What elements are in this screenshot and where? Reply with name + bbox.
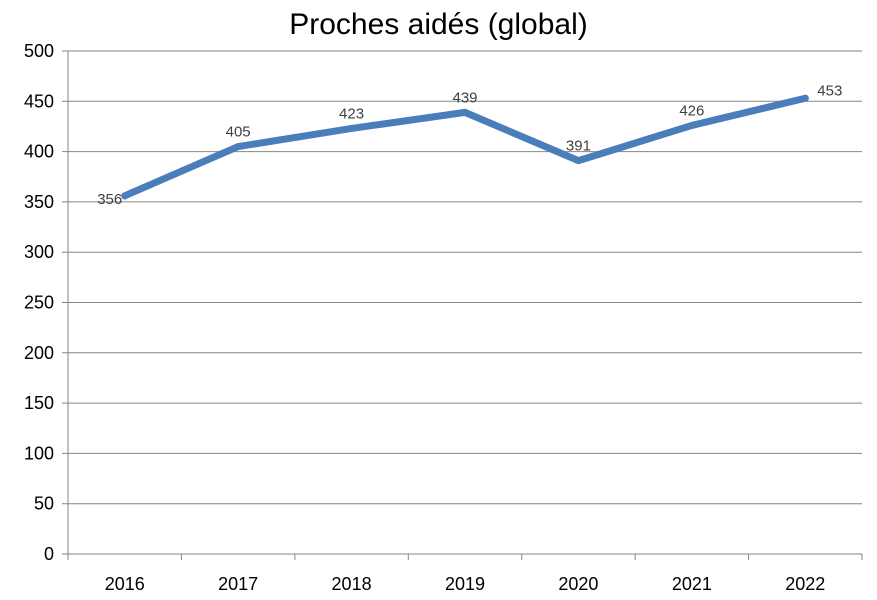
- data-point: [574, 157, 582, 165]
- y-tick-label: 150: [24, 393, 54, 413]
- data-label: 453: [817, 82, 842, 99]
- data-label: 423: [339, 105, 364, 122]
- y-tick-label: 400: [24, 142, 54, 162]
- y-tick-label: 450: [24, 91, 54, 111]
- y-tick-label: 50: [34, 494, 54, 514]
- data-point: [461, 108, 469, 116]
- x-tick-label: 2020: [558, 574, 598, 594]
- y-tick-label: 0: [44, 544, 54, 564]
- data-point: [121, 192, 129, 200]
- y-tick-label: 300: [24, 242, 54, 262]
- data-point: [801, 94, 809, 102]
- y-tick-label: 350: [24, 192, 54, 212]
- x-tick-label: 2018: [332, 574, 372, 594]
- x-tick-label: 2017: [218, 574, 258, 594]
- data-point: [688, 121, 696, 129]
- data-label: 356: [97, 191, 122, 208]
- x-tick-label: 2019: [445, 574, 485, 594]
- chart-title: Proches aidés (global): [289, 8, 588, 41]
- y-tick-label: 500: [24, 41, 54, 61]
- data-point: [348, 124, 356, 132]
- x-tick-label: 2016: [105, 574, 145, 594]
- y-tick-label: 100: [24, 443, 54, 463]
- data-label: 391: [566, 138, 591, 155]
- data-point: [234, 143, 242, 151]
- x-tick-label: 2021: [672, 574, 712, 594]
- data-label: 439: [452, 89, 477, 106]
- x-tick-label: 2022: [785, 574, 825, 594]
- data-label: 426: [679, 102, 704, 119]
- data-label: 405: [226, 124, 251, 141]
- y-tick-label: 250: [24, 293, 54, 313]
- y-tick-label: 200: [24, 343, 54, 363]
